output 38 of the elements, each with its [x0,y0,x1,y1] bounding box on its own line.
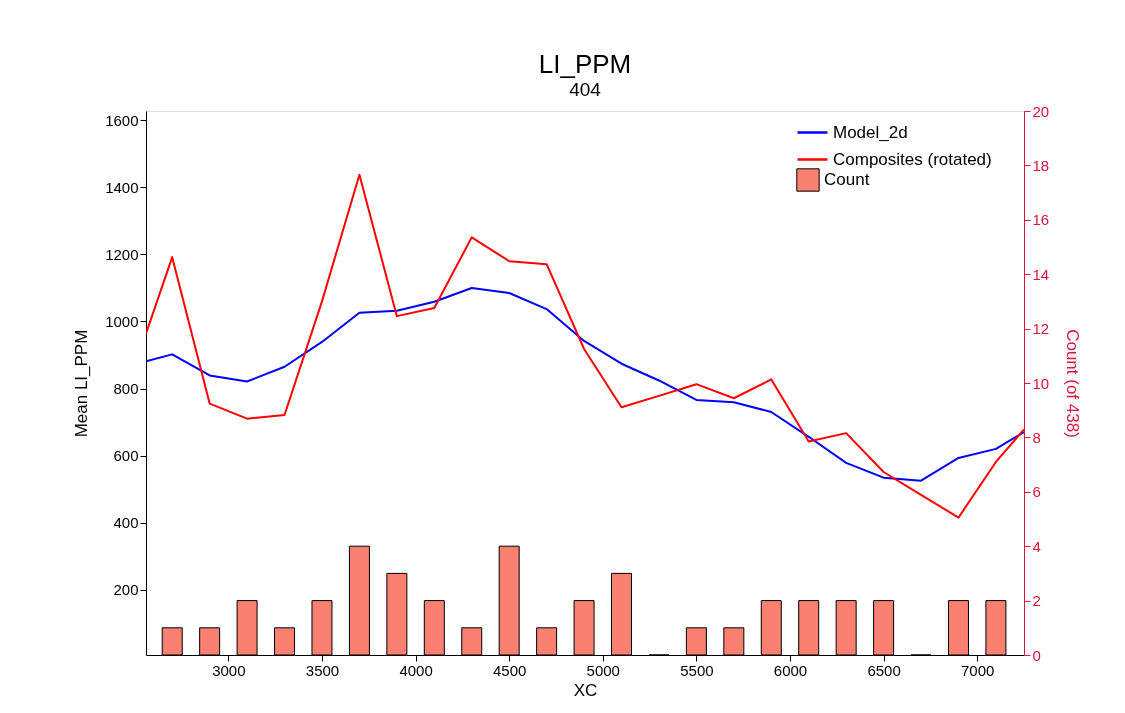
legend-label: Model_2d [833,122,908,142]
x-tick-label: 7000 [961,661,995,679]
x-tick-label: 3000 [212,661,246,679]
y2-tick-label: 12 [1032,320,1050,338]
y2-tick-label: 6 [1032,483,1041,501]
y2-tick-label: 0 [1032,646,1041,664]
y2-tick-label: 14 [1032,265,1050,283]
x-tick-label: 4000 [399,661,433,679]
x-tick-label: 5500 [680,661,714,679]
y-tick-label: 1000 [105,312,139,330]
y-tick-label: 1400 [105,178,139,196]
y-tick-label: 200 [113,581,139,599]
x-axis-title: XC [573,680,598,700]
y-axis-title: Mean LI_PPM [72,329,92,438]
x-tick-label: 6000 [773,661,808,679]
line-series [146,173,1024,519]
y-tick-label: 1200 [105,245,139,263]
y2-tick-label: 18 [1032,156,1050,174]
line-series [146,286,1024,482]
y2-axis-title: Count (of 438) [1063,329,1083,438]
legend-label: Composites (rotated) [833,149,992,169]
x-tick-label: 4500 [492,661,527,679]
x-tick-label: 6500 [867,661,901,679]
y2-tick-label: 2 [1032,592,1041,610]
y-tick-label: 400 [113,514,139,532]
y-tick-label: 800 [113,380,139,398]
y2-tick-label: 16 [1032,211,1050,229]
y2-tick-label: 10 [1032,374,1050,392]
chart-subtitle: 404 [569,79,602,100]
chart-title: LI_PPM [538,49,632,79]
x-tick-label: 5000 [586,661,620,679]
y-tick-label: 1600 [105,111,139,129]
legend-label: Count [824,170,870,189]
y2-tick-label: 20 [1032,102,1050,120]
y-tick-label: 600 [113,447,139,465]
y2-tick-label: 8 [1032,428,1041,446]
y2-tick-label: 4 [1032,537,1041,555]
x-tick-label: 3500 [305,661,340,679]
